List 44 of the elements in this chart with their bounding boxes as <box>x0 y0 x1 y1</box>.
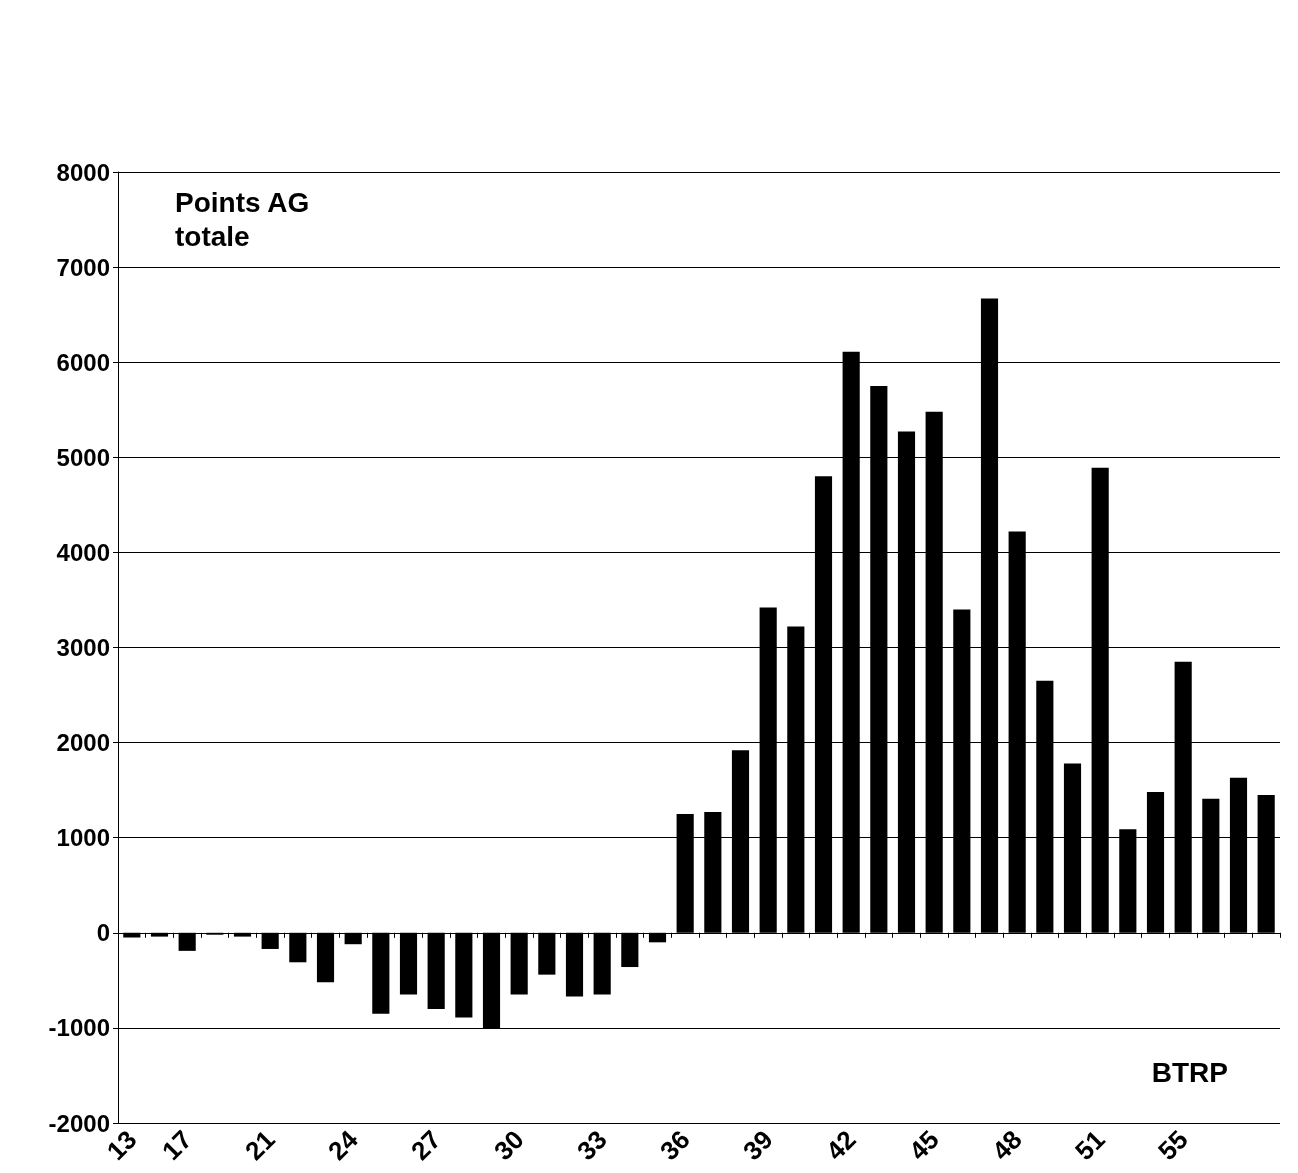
bar <box>261 932 279 949</box>
x-tick-label: 51 <box>1069 1124 1111 1167</box>
x-axis-title: BTRP <box>1151 1056 1229 1088</box>
y-tick-label: 0 <box>96 919 110 947</box>
y-tick-label: 6000 <box>56 348 110 376</box>
bar <box>178 932 196 951</box>
x-tick-label: 39 <box>737 1124 779 1167</box>
x-tick-label: 48 <box>986 1124 1028 1167</box>
x-tick-label: 45 <box>903 1124 945 1167</box>
x-tick-label: 33 <box>571 1124 613 1167</box>
y-tick-label: 2000 <box>56 729 110 757</box>
y-tick-label: 4000 <box>56 538 110 566</box>
bar <box>399 932 418 995</box>
x-tick-label: 30 <box>488 1124 530 1167</box>
bar <box>427 932 445 1009</box>
x-tick-label: 17 <box>156 1124 198 1167</box>
y-tick-label: 7000 <box>56 253 110 281</box>
x-tick-label: 27 <box>405 1124 447 1167</box>
bar <box>455 932 473 1018</box>
x-tick-label: 42 <box>820 1124 862 1167</box>
x-tick-label: 55 <box>1152 1124 1194 1167</box>
bar <box>123 932 141 938</box>
bar <box>510 932 528 995</box>
bar <box>648 932 667 943</box>
x-tick-label: 24 <box>322 1124 365 1167</box>
y-tick-label: 5000 <box>56 443 110 471</box>
x-tick-label: 36 <box>654 1124 696 1167</box>
bar <box>150 932 169 937</box>
x-tick-label: 21 <box>239 1124 281 1167</box>
y-tick-label: 1000 <box>56 824 110 852</box>
bar <box>233 932 252 937</box>
y-axis-title: Points AG totale <box>175 186 318 252</box>
bar <box>316 932 335 983</box>
y-tick-label: 8000 <box>56 158 110 186</box>
bar <box>538 932 556 975</box>
y-tick-label: -2000 <box>48 1109 110 1137</box>
bar <box>565 932 584 997</box>
y-tick-label: -1000 <box>48 1014 110 1042</box>
bar <box>593 932 611 995</box>
bar <box>289 932 307 963</box>
bar <box>621 932 639 968</box>
y-tick-label: 3000 <box>56 634 110 661</box>
bar <box>344 932 362 945</box>
bar <box>372 932 390 1014</box>
